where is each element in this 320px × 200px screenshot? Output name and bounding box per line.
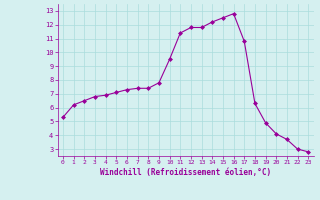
X-axis label: Windchill (Refroidissement éolien,°C): Windchill (Refroidissement éolien,°C) [100, 168, 271, 177]
